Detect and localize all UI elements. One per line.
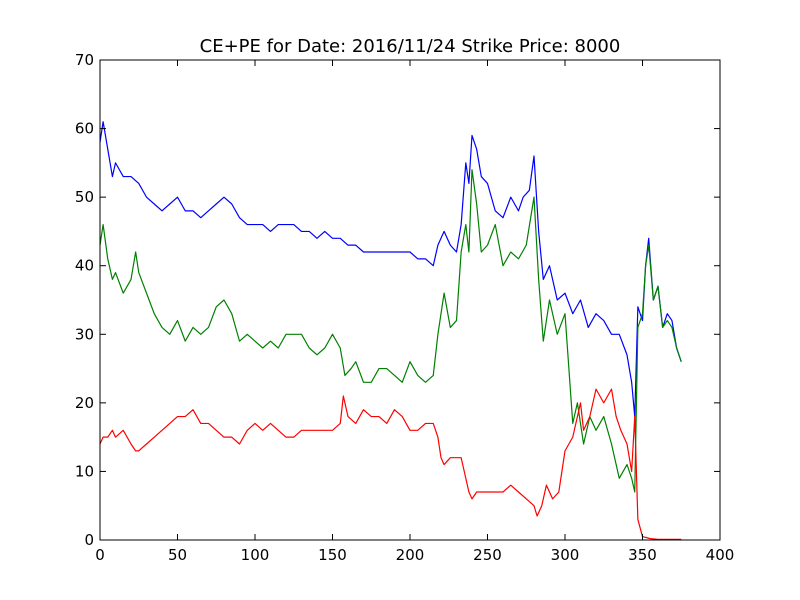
x-tick-label: 250 (473, 546, 502, 564)
series-layer (99, 121, 682, 540)
chart-title: CE+PE for Date: 2016/11/24 Strike Price:… (200, 36, 621, 57)
x-tick-label: 400 (706, 546, 735, 564)
x-tick-label: 350 (628, 546, 657, 564)
y-tick-label: 20 (75, 394, 94, 412)
x-tick-label: 150 (318, 546, 347, 564)
y-axis: 0 10 20 30 40 50 60 70 (75, 51, 720, 549)
x-tick-label: 300 (551, 546, 580, 564)
x-tick-label: 0 (95, 546, 105, 564)
y-tick-label: 40 (75, 257, 94, 275)
y-tick-label: 10 (75, 462, 94, 480)
series-line-2 (99, 169, 682, 493)
y-tick-label: 0 (84, 531, 94, 549)
y-tick-label: 70 (75, 51, 94, 69)
x-axis: 0 50 100 150 200 250 300 350 400 (95, 60, 734, 564)
series-line-1 (99, 121, 682, 418)
x-tick-label: 100 (241, 546, 270, 564)
series-line-3 (99, 388, 682, 540)
y-tick-label: 50 (75, 188, 94, 206)
y-tick-label: 60 (75, 120, 94, 138)
y-tick-label: 30 (75, 325, 94, 343)
x-tick-label: 200 (396, 546, 425, 564)
x-tick-label: 50 (168, 546, 187, 564)
